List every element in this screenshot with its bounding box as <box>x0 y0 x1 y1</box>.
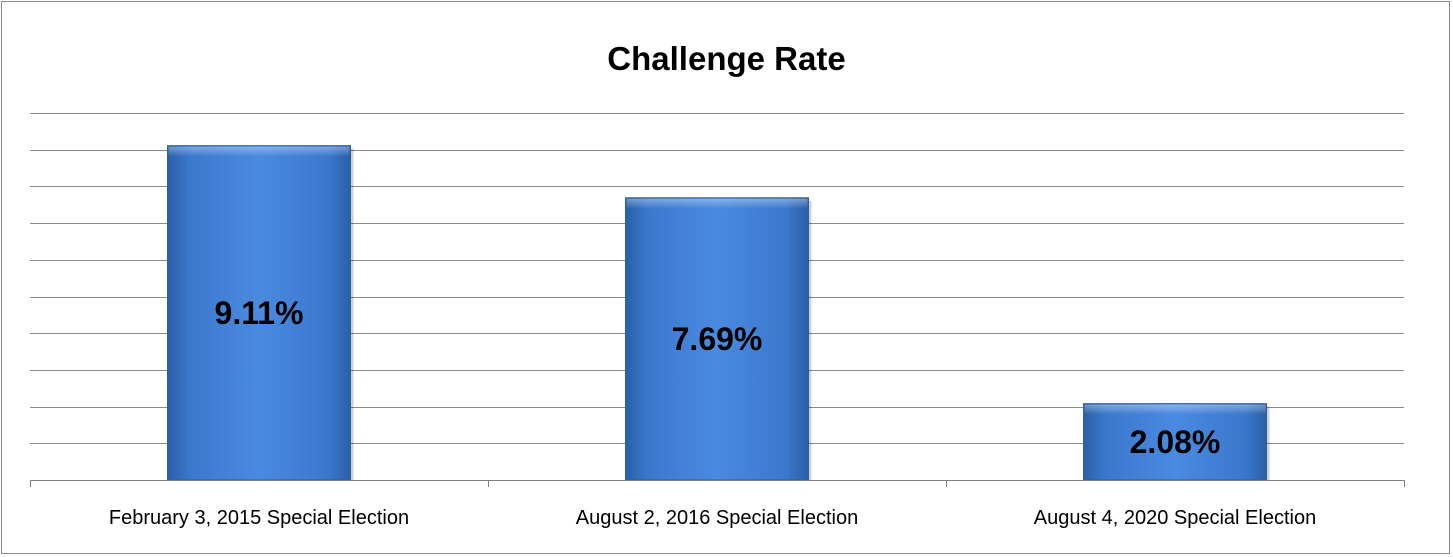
bar <box>1083 403 1267 481</box>
chart-title: Challenge Rate <box>607 40 846 77</box>
data-label: 2.08% <box>1130 424 1221 460</box>
x-tick-label: August 2, 2016 Special Election <box>576 507 858 529</box>
x-tick-label: August 4, 2020 Special Election <box>1034 507 1316 529</box>
x-tick-label: February 3, 2015 Special Election <box>109 507 409 529</box>
bar <box>625 197 809 481</box>
bar-highlight <box>626 198 808 209</box>
data-label: 7.69% <box>672 321 763 357</box>
bar-highlight <box>1084 404 1266 415</box>
bar-highlight <box>168 146 350 157</box>
data-label: 9.11% <box>215 295 304 331</box>
